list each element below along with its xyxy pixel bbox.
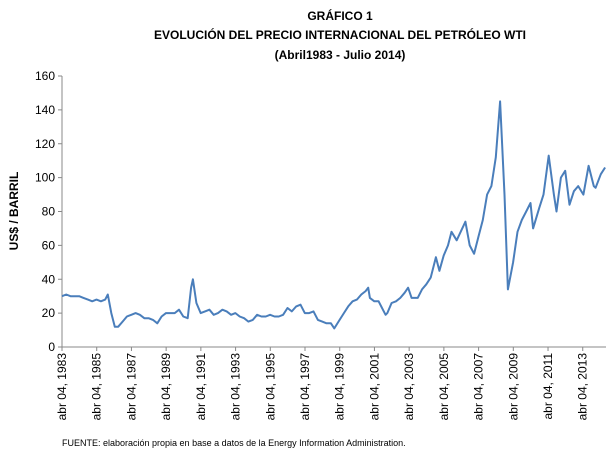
x-tick-label: abr 04, 1995 bbox=[263, 353, 277, 421]
x-tick-label: abr 04, 1985 bbox=[90, 353, 104, 421]
y-tick-label: 100 bbox=[35, 171, 55, 185]
x-tick-label: abr 04, 2011 bbox=[541, 353, 555, 420]
x-tick-label: abr 04, 2005 bbox=[437, 353, 451, 421]
x-tick-label: abr 04, 1989 bbox=[159, 353, 173, 421]
y-axis-label: US$ / BARRIL bbox=[7, 172, 21, 251]
x-tick-label: abr 04, 1993 bbox=[229, 353, 243, 421]
x-tick-label: abr 04, 2013 bbox=[576, 353, 590, 421]
x-tick-label: abr 04, 1983 bbox=[55, 353, 69, 421]
x-tick-label: abr 04, 2007 bbox=[472, 353, 486, 421]
x-tick-label: abr 04, 1991 bbox=[194, 353, 208, 421]
x-tick-label: abr 04, 1999 bbox=[333, 353, 347, 421]
chart-subtitle: EVOLUCIÓN DEL PRECIO INTERNACIONAL DEL P… bbox=[154, 27, 526, 42]
x-tick-label: abr 04, 2009 bbox=[506, 353, 520, 421]
chart-period: (Abril1983 - Julio 2014) bbox=[275, 48, 406, 62]
x-tick-label: abr 04, 1987 bbox=[124, 353, 138, 421]
price-line bbox=[61, 100, 606, 330]
y-tick-label: 140 bbox=[35, 103, 55, 117]
y-tick-label: 60 bbox=[42, 238, 56, 252]
x-tick-label: abr 04, 2001 bbox=[367, 353, 381, 421]
y-tick-label: 0 bbox=[48, 340, 55, 354]
y-tick-label: 160 bbox=[35, 69, 55, 83]
source-note: FUENTE: elaboración propia en base a dat… bbox=[62, 438, 406, 448]
y-tick-label: 20 bbox=[42, 306, 56, 320]
y-tick-label: 120 bbox=[35, 137, 55, 151]
y-tick-label: 40 bbox=[42, 272, 56, 286]
x-tick-label: abr 04, 1997 bbox=[298, 353, 312, 421]
x-tick-label: abr 04, 2003 bbox=[402, 353, 416, 421]
y-tick-label: 80 bbox=[42, 205, 56, 219]
chart-title: GRÁFICO 1 bbox=[307, 8, 373, 23]
